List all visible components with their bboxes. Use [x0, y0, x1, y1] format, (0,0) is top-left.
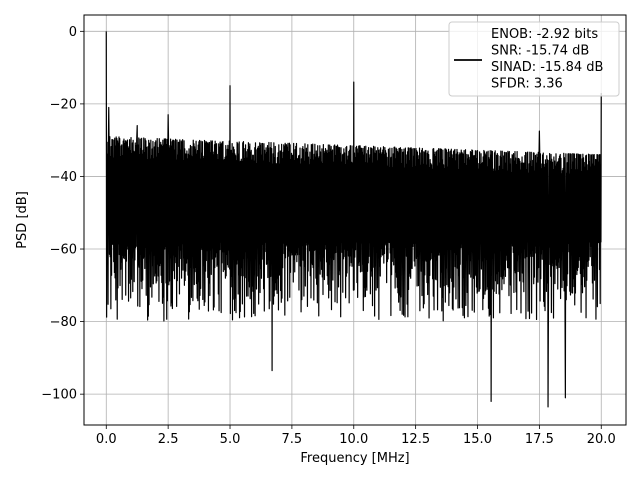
legend-entry-sinad: SINAD: -15.84 dB: [491, 60, 603, 75]
y-tick-label: −80: [50, 315, 77, 330]
x-tick-label: 7.5: [282, 432, 303, 447]
x-tick-label: 15.0: [463, 432, 492, 447]
legend-entry-snr: SNR: -15.74 dB: [491, 44, 589, 59]
y-axis-ticks: 0 −20 −40 −60 −80 −100: [41, 25, 84, 403]
legend-entry-enob: ENOB: -2.92 bits: [491, 27, 598, 42]
legend-box: [448, 21, 620, 97]
psd-line: [105, 31, 602, 408]
legend-entry-sfdr: SFDR: 3.36: [491, 77, 563, 92]
psd-series: [105, 31, 602, 408]
plot-frame: [83, 14, 627, 426]
y-tick-label: −100: [41, 388, 77, 403]
x-tick-label: 12.5: [401, 432, 430, 447]
x-axis-label: Frequency [MHz]: [300, 451, 409, 466]
y-tick-label: −40: [50, 170, 77, 185]
x-tick-label: 20.0: [587, 432, 616, 447]
y-tick-label: −60: [50, 243, 77, 258]
y-tick-label: 0: [69, 25, 77, 40]
x-tick-label: 0.0: [96, 432, 117, 447]
legend: ENOB: -2.92 bits SNR: -15.74 dB SINAD: -…: [448, 21, 620, 97]
x-tick-label: 17.5: [525, 432, 554, 447]
x-axis-ticks: 0.0 2.5 5.0 7.5 10.0 12.5 15.0 17.5 20.0: [96, 425, 616, 447]
x-tick-label: 5.0: [220, 432, 241, 447]
x-tick-label: 10.0: [339, 432, 368, 447]
x-tick-label: 2.5: [158, 432, 179, 447]
y-axis-label: PSD [dB]: [15, 191, 30, 249]
y-tick-label: −20: [50, 97, 77, 112]
